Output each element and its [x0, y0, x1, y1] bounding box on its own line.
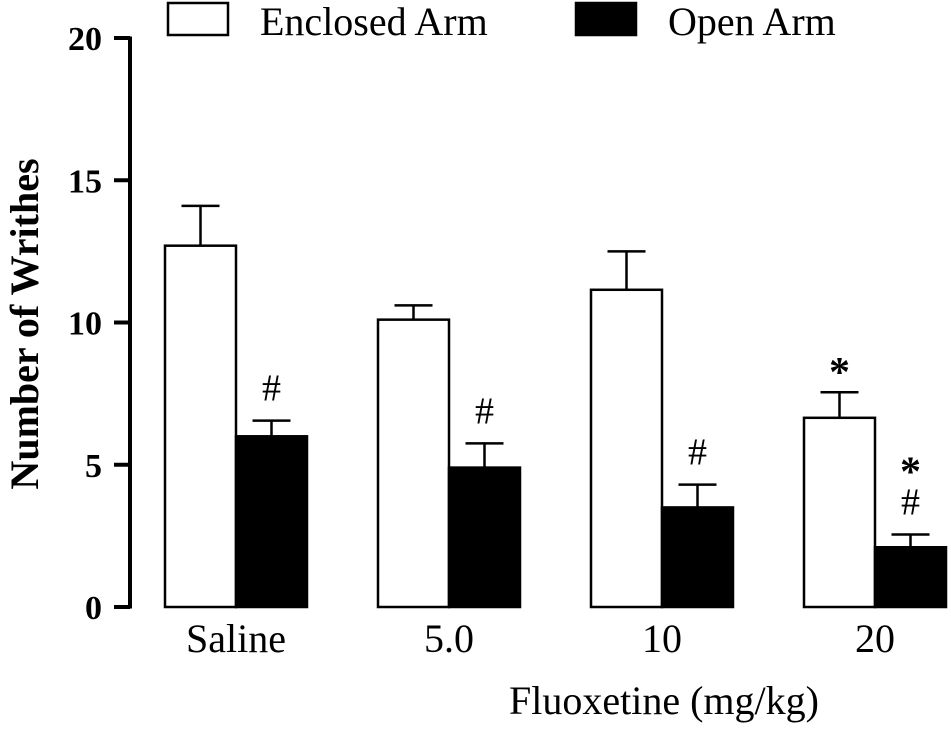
legend-label-enclosed: Enclosed Arm: [260, 0, 488, 44]
annotation-1-2-0: #: [688, 432, 707, 474]
y-tick-label-3: 15: [68, 163, 102, 200]
x-tick-label-3: 20: [855, 616, 895, 661]
x-axis-label: Fluoxetine (mg/kg): [509, 678, 819, 723]
y-tick-label-2: 10: [68, 306, 102, 343]
legend-swatch-enclosed: [166, 1, 230, 37]
bar-0-2: [589, 288, 664, 609]
annotation-1-1-0: #: [475, 390, 494, 432]
annotation-0-3-0: *: [829, 350, 850, 396]
bar-1-1: [447, 466, 522, 609]
bars: [163, 204, 948, 609]
annotation-1-0-0: #: [262, 368, 281, 410]
legend: Enclosed Arm Open Arm: [166, 0, 836, 44]
annotation-1-3-1: #: [901, 481, 920, 523]
y-tick-label-1: 5: [85, 448, 102, 485]
x-tick-label-2: 10: [642, 616, 682, 661]
bar-0-3: [802, 416, 877, 609]
y-axis-label: Number of Writhes: [2, 158, 47, 489]
bar-0-1: [376, 318, 451, 609]
x-tick-label-0: Saline: [186, 616, 286, 661]
annotation-1-3-0: *: [900, 449, 921, 495]
bar-1-2: [660, 506, 735, 609]
annotations: ###*#*: [262, 350, 921, 523]
y-tick-label-4: 20: [68, 21, 102, 58]
axes: 0 5 10 15 20 Saline 5.0 10 20: [68, 21, 895, 661]
y-tick-label-0: 0: [85, 590, 102, 627]
legend-swatch-open: [574, 1, 638, 37]
bar-1-3: [873, 546, 948, 609]
bar-1-0: [234, 435, 309, 609]
x-tick-label-1: 5.0: [424, 616, 474, 661]
bar-0-0: [163, 244, 238, 609]
legend-label-open: Open Arm: [668, 0, 836, 44]
